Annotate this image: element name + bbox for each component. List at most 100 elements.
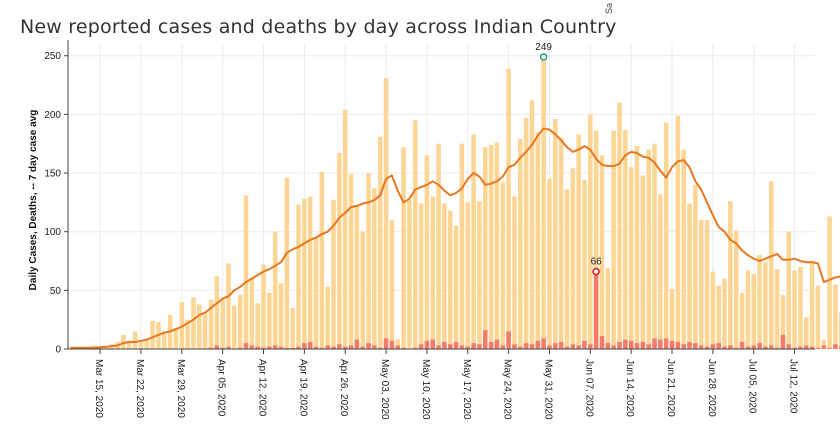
- death-bar: [477, 344, 482, 349]
- death-bar: [313, 346, 319, 349]
- case-bar: [132, 331, 138, 349]
- x-tick-label: May 17, 2020: [461, 359, 472, 420]
- death-bar: [418, 344, 424, 349]
- case-bar: [599, 155, 605, 349]
- case-bar: [307, 196, 313, 349]
- case-bar: [687, 203, 692, 349]
- death-bar: [249, 345, 255, 349]
- death-bar: [646, 344, 651, 349]
- death-bar: [803, 345, 809, 349]
- case-bar: [675, 115, 681, 349]
- case-bar: [296, 204, 301, 349]
- case-bar: [623, 129, 628, 349]
- death-bar: [354, 339, 360, 349]
- case-bar: [500, 182, 506, 349]
- death-bar: [377, 347, 383, 349]
- death-bar: [570, 344, 576, 349]
- case-bar: [722, 278, 727, 349]
- death-bar: [296, 346, 301, 349]
- death-bar: [669, 340, 675, 349]
- death-bar: [220, 347, 225, 349]
- death-bar: [693, 343, 698, 349]
- case-bar: [249, 277, 255, 349]
- death-bar: [529, 344, 535, 349]
- death-bar: [757, 343, 762, 349]
- case-bar: [372, 188, 377, 349]
- case-bar: [768, 181, 774, 349]
- death-bar: [588, 344, 593, 349]
- case-bar: [267, 292, 272, 349]
- case-bar: [663, 122, 669, 349]
- case-bar: [331, 200, 336, 349]
- death-bar: [261, 347, 266, 349]
- case-bar: [459, 143, 465, 349]
- case-bar: [471, 134, 476, 349]
- case-bar: [541, 56, 546, 350]
- case-bar: [833, 284, 838, 349]
- death-bar: [401, 347, 406, 349]
- death-bar: [675, 341, 681, 349]
- case-bar: [593, 130, 599, 349]
- annotations: 249 66: [535, 42, 603, 276]
- case-bar: [512, 196, 517, 349]
- death-bar: [541, 338, 546, 349]
- case-bar: [506, 68, 511, 349]
- death-bar: [716, 343, 721, 349]
- case-bar: [628, 167, 634, 349]
- death-bar: [786, 344, 792, 349]
- death-bar: [412, 347, 418, 349]
- case-bar: [337, 153, 342, 349]
- case-bar: [412, 120, 418, 349]
- death-bar: [453, 341, 459, 349]
- case-bar: [447, 210, 453, 349]
- death-bar: [739, 341, 745, 349]
- case-bar: [838, 312, 840, 349]
- case-bar: [704, 219, 710, 349]
- y-tick-label: 50: [50, 286, 62, 297]
- case-bar: [576, 134, 581, 349]
- case-bar: [693, 184, 698, 349]
- death-bar: [628, 340, 634, 349]
- death-bar: [821, 345, 827, 349]
- death-bar: [506, 331, 511, 349]
- case-bar: [162, 331, 167, 349]
- case-bar: [436, 143, 441, 349]
- case-bar: [272, 231, 278, 349]
- case-bar: [803, 317, 809, 349]
- x-tick-label: Apr 26, 2020: [338, 359, 349, 417]
- death-bar: [208, 347, 214, 349]
- case-bar: [319, 171, 325, 349]
- case-bar: [348, 174, 354, 349]
- death-bar: [255, 346, 260, 349]
- death-bar: [733, 347, 739, 349]
- x-tick-label: Mar 22, 2020: [134, 359, 145, 418]
- case-bar: [395, 339, 401, 349]
- x-tick-label: May 24, 2020: [502, 359, 513, 420]
- cases-bars: [68, 56, 840, 350]
- case-bar: [529, 100, 535, 349]
- case-bar: [243, 195, 249, 349]
- death-bar: [704, 346, 710, 349]
- case-bar: [745, 270, 751, 349]
- case-bar: [424, 155, 430, 349]
- case-bar: [617, 102, 622, 350]
- x-tick-label: Jun 14, 2020: [624, 359, 635, 417]
- peak-label: 66: [591, 257, 603, 268]
- death-bar: [663, 338, 669, 349]
- case-bar: [477, 201, 482, 349]
- case-bar: [232, 305, 237, 349]
- case-bar: [535, 131, 541, 349]
- death-bar: [582, 340, 587, 349]
- case-bar: [325, 286, 330, 349]
- death-bar: [518, 346, 523, 349]
- death-bar: [838, 346, 840, 349]
- case-bar: [220, 298, 225, 349]
- x-tick-label: Apr 12, 2020: [257, 359, 268, 417]
- x-ticks: Mar 15, 2020 Mar 22, 2020 Mar 29, 2020 Apr …: [93, 349, 799, 420]
- death-bar: [728, 345, 733, 349]
- death-bar: [447, 344, 453, 349]
- case-bar: [389, 219, 395, 349]
- case-bar: [570, 168, 576, 349]
- x-tick-label: Mar 29, 2020: [175, 359, 186, 418]
- case-bar: [588, 114, 593, 349]
